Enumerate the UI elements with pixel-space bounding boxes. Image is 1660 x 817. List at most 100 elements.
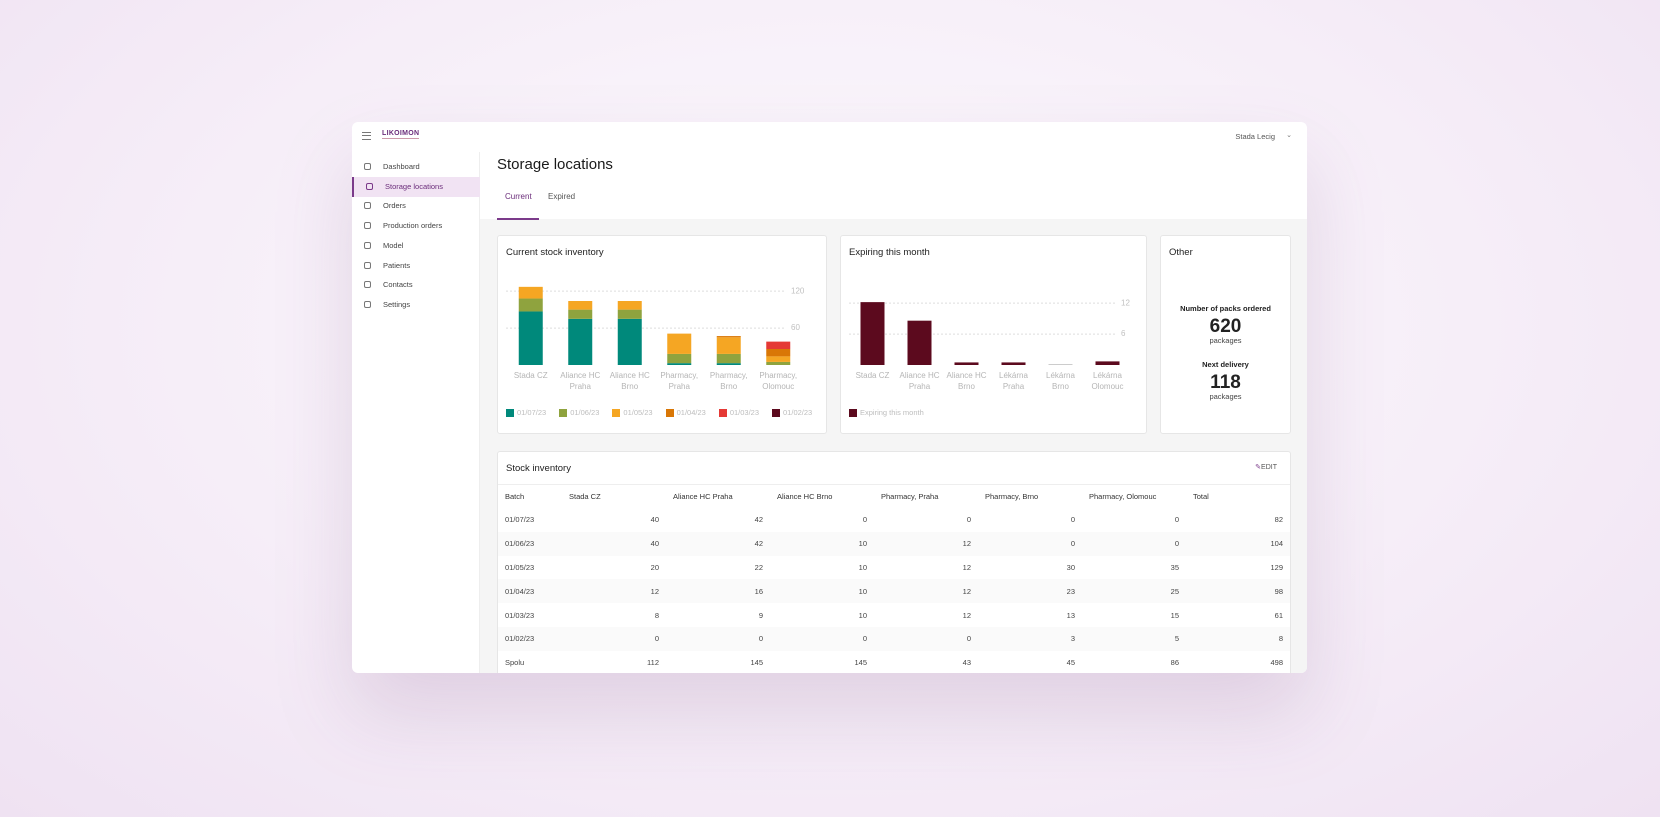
bar <box>716 353 741 364</box>
logo[interactable]: LIKOIMON <box>382 130 420 139</box>
table-cell: 3 <box>978 626 1082 651</box>
x-tick-label: Aliance HC Brno <box>946 371 987 391</box>
nav-item[interactable]: Orders <box>352 196 480 216</box>
bar <box>1095 361 1120 365</box>
tab-indicator <box>497 218 539 220</box>
table-cell: 129 <box>1270 562 1283 572</box>
bar <box>667 333 692 354</box>
nav-item[interactable]: Settings <box>352 295 480 315</box>
table-cell: 40 <box>562 531 666 556</box>
stock-table: Batch Stada CZ Aliance HC Praha Aliance HC … <box>498 484 1290 673</box>
legend-swatch <box>506 408 514 417</box>
header-row: Batch Stada CZ Aliance HC Praha Aliance HC … <box>498 484 1290 508</box>
legend-label: 01/07/23 <box>517 408 547 417</box>
table-cell: 8 <box>654 610 659 620</box>
x-tick-label: Stada CZ <box>855 371 890 380</box>
edit-button[interactable]: EDIT <box>1255 463 1277 471</box>
stat-label: Number of packs ordered <box>1180 304 1271 313</box>
legend-swatch <box>559 408 568 417</box>
table-row: 01/02/23 0 0 0 0 3 5 8 <box>498 626 1290 651</box>
legend-swatch <box>849 408 857 417</box>
legend-item[interactable]: 01/06/23 <box>559 408 599 417</box>
bar <box>1001 362 1026 365</box>
x-tick-label: Aliance HC Praha <box>560 371 601 391</box>
table-cell: 0 <box>666 626 770 651</box>
table-cell: 104 <box>1186 531 1290 556</box>
nav-label: Contacts <box>383 280 413 290</box>
bar <box>954 362 979 365</box>
legend-item[interactable]: Expiring this month <box>849 408 924 417</box>
column-header: Pharmacy, Brno <box>978 484 1082 508</box>
y-tick-label: 6 <box>1121 329 1126 338</box>
chart-card: Current stock inventory 60 120 Stada CZ Ali… <box>497 235 827 434</box>
nav-item[interactable]: Model <box>352 236 480 256</box>
nav-item[interactable]: Patients <box>352 256 480 276</box>
legend: 01/07/23 01/06/23 01/05/23 01/04/23 01/03/23… <box>506 408 825 417</box>
table-cell: 0 <box>562 626 666 651</box>
table-cell: 01/04/23 <box>498 579 562 604</box>
nav-item[interactable]: Production orders <box>352 216 480 236</box>
legend-item[interactable]: 01/05/23 <box>612 408 653 417</box>
nav-icon <box>364 241 371 249</box>
table-cell: 61 <box>1274 610 1283 620</box>
table-row: 01/06/23 40 42 10 12 0 0 104 <box>498 531 1290 556</box>
x-tick-label: Lékárna Praha <box>999 371 1028 391</box>
table-cell: 16 <box>666 579 770 604</box>
user-name[interactable]: Stada Lecig <box>1235 132 1275 141</box>
nav-item[interactable]: Contacts <box>352 275 480 295</box>
bar <box>518 286 543 299</box>
legend-item[interactable]: 01/07/23 <box>506 408 546 417</box>
page-title: Storage locations <box>497 156 613 173</box>
legend-swatch <box>718 408 727 417</box>
column-header: Pharmacy, Olomouc <box>1082 484 1186 508</box>
table-cell: 30 <box>1066 562 1075 572</box>
table-body: 01/07/23 40 42 0 0 0 0 82 01/06/23 40 42 10 12 0 0 104 0… <box>498 508 1290 673</box>
table-cell: 22 <box>754 562 763 572</box>
table-cell: 23 <box>978 579 1082 604</box>
plot: 6 12 <box>849 298 1130 365</box>
card-title: Stock inventory <box>506 463 571 474</box>
nav-label: Model <box>383 240 404 250</box>
legend-item[interactable]: 01/02/23 <box>772 408 812 417</box>
table-cell: 15 <box>1170 610 1179 620</box>
table-cell: 01/07/23 <box>505 515 535 525</box>
other-card: Other Number of packs ordered 620 packag… <box>1160 235 1291 434</box>
bar <box>716 337 741 354</box>
legend-item[interactable]: 01/03/23 <box>718 408 759 417</box>
legend: Expiring this month <box>849 408 937 417</box>
bar <box>766 349 791 357</box>
table-row: 01/07/23 40 42 0 0 0 0 82 <box>498 508 1290 532</box>
table-cell: 0 <box>978 531 1082 556</box>
tab[interactable]: Expired <box>548 192 576 201</box>
column-header: Aliance HC Praha <box>666 484 770 508</box>
bar <box>716 363 741 365</box>
column-header: Pharmacy, Praha <box>874 484 978 508</box>
nav-item[interactable]: Dashboard <box>352 157 480 177</box>
user-chevron[interactable]: ⌄ <box>1286 132 1292 139</box>
table-cell: 12 <box>962 562 971 572</box>
column-header: Stada CZ <box>562 484 666 508</box>
table-cell: 98 <box>1186 579 1290 604</box>
bar <box>568 309 593 319</box>
legend-swatch <box>665 408 674 417</box>
table-cell: Spolu <box>505 658 525 668</box>
bar <box>860 302 885 365</box>
table-cell: 0 <box>874 626 978 651</box>
table-cell: 01/03/23 <box>505 610 535 620</box>
table-cell: 35 <box>1170 562 1179 572</box>
nav-item[interactable]: Storage locations <box>352 176 480 197</box>
table-cell: 10 <box>770 531 874 556</box>
table-cell: 82 <box>1274 515 1283 525</box>
legend-item[interactable]: 01/04/23 <box>665 408 706 417</box>
table-cell: 145 <box>854 658 867 668</box>
nav-label: Patients <box>383 260 411 270</box>
x-tick-label: Lékárna Olomouc <box>1091 371 1124 391</box>
nav-icon <box>364 261 371 269</box>
table-cell: 0 <box>1082 531 1186 556</box>
stat-unit: packages <box>1209 392 1242 401</box>
tab[interactable]: Current <box>505 192 532 201</box>
nav-label: Settings <box>383 299 411 309</box>
menu-icon[interactable] <box>362 132 371 140</box>
nav-label: Storage locations <box>385 181 443 191</box>
